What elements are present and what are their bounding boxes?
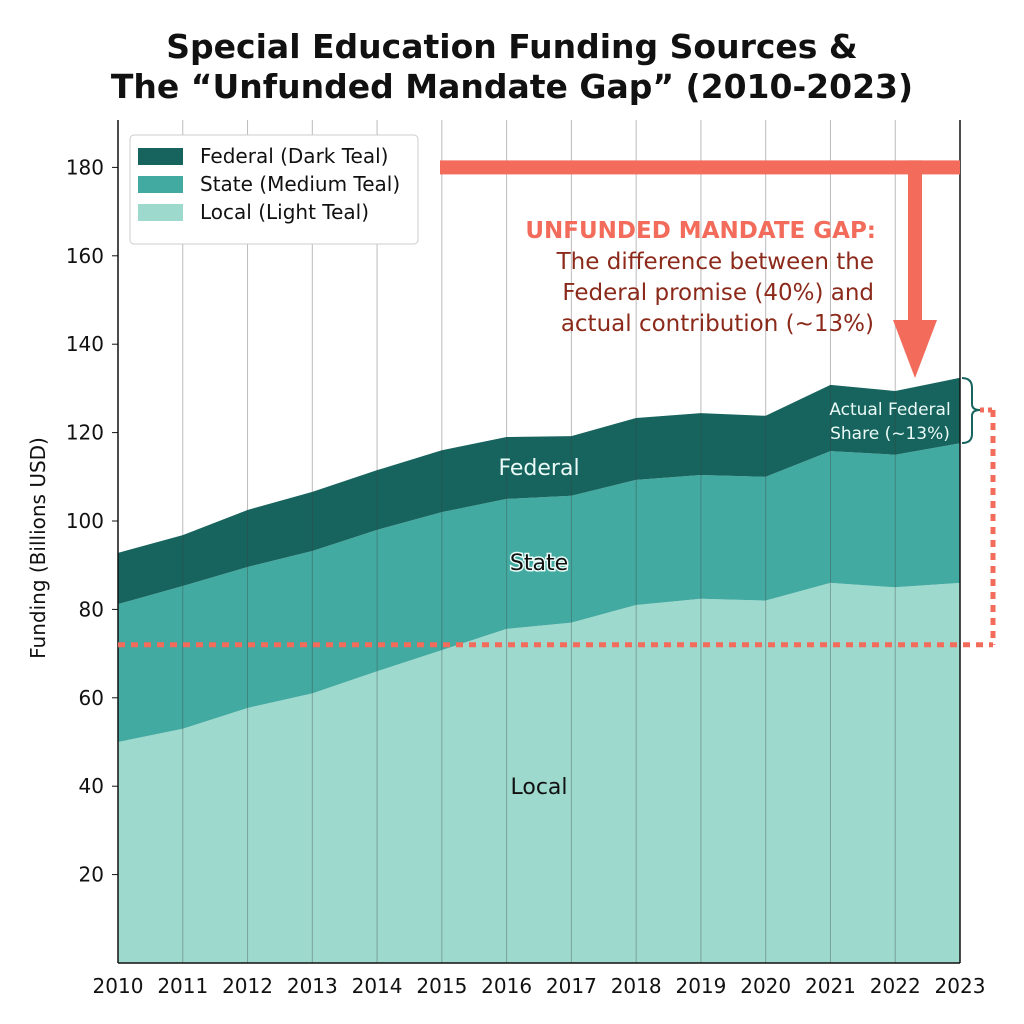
gap-description: The difference between the [556,249,874,275]
y-tick-label: 100 [66,509,104,533]
area-federal [118,377,960,605]
legend-swatch-state [138,176,183,193]
gap-heading: UNFUNDED MANDATE GAP: [525,218,876,244]
legend-label-state: State (Medium Teal) [200,172,400,196]
gap-arrow-head [893,320,937,378]
x-tick-label: 2019 [675,974,726,998]
promise-line [440,160,960,175]
y-tick-label: 140 [66,332,104,356]
x-tick-label: 2014 [352,974,403,998]
x-tick-label: 2016 [481,974,532,998]
federal-share-label: Share (~13%) [830,424,950,444]
x-tick-label: 2022 [870,974,921,998]
y-tick-label: 180 [66,155,104,179]
y-tick-label: 160 [66,244,104,268]
gap-description: Federal promise (40%) and [562,280,874,306]
x-tick-label: 2011 [157,974,208,998]
area-label-federal: Federal [498,456,579,481]
x-tick-label: 2017 [546,974,597,998]
y-tick-label: 60 [79,686,104,710]
gap-description: actual contribution (~13%) [561,311,874,337]
chart-title: Special Education Funding Sources & [166,27,857,66]
legend-label-federal: Federal (Dark Teal) [200,144,388,168]
legend-swatch-federal [138,148,183,165]
y-tick-label: 40 [79,774,104,798]
x-tick-label: 2020 [740,974,791,998]
x-tick-label: 2013 [287,974,338,998]
y-tick-label: 80 [79,597,104,621]
x-tick-label: 2023 [935,974,986,998]
legend-swatch-local [138,204,183,221]
y-axis-label: Funding (Billions USD) [26,437,50,659]
area-label-state: State [510,551,568,576]
area-label-local: Local [510,775,567,800]
legend [129,134,419,245]
x-tick-label: 2021 [805,974,856,998]
x-tick-label: 2015 [416,974,467,998]
legend-label-local: Local (Light Teal) [200,200,369,224]
x-tick-label: 2012 [222,974,273,998]
chart-title: The “Unfunded Mandate Gap” (2010-2023) [111,67,913,106]
y-tick-label: 20 [79,863,104,887]
area-state [118,443,960,742]
gap-arrow-shaft [908,160,922,321]
x-tick-label: 2010 [93,974,144,998]
x-tick-label: 2018 [611,974,662,998]
y-tick-label: 120 [66,421,104,445]
federal-share-label: Actual Federal [829,400,950,420]
area-local [118,582,960,963]
federal-share-brace [961,377,981,444]
